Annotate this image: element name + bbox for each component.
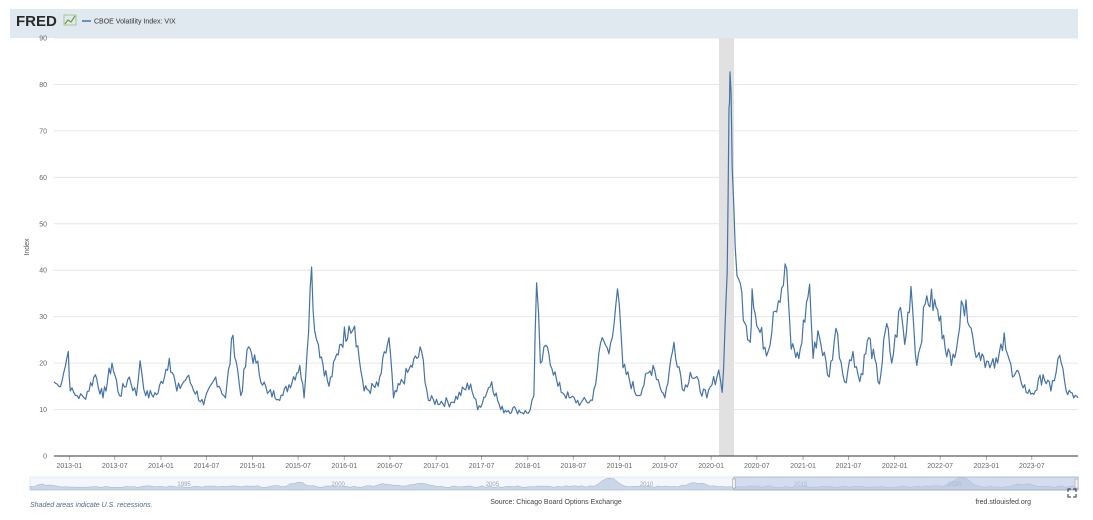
navigator-window[interactable] bbox=[733, 476, 1079, 491]
x-tick-label: 2018-01 bbox=[515, 463, 541, 470]
x-tick-label: 2015-01 bbox=[240, 463, 266, 470]
y-tick-label: 20 bbox=[39, 361, 47, 368]
x-tick-label: 2022-01 bbox=[882, 463, 908, 470]
navigator-handle-right[interactable] bbox=[1074, 478, 1079, 489]
x-tick-label: 2018-07 bbox=[560, 463, 586, 470]
x-tick-label: 2016-01 bbox=[331, 463, 357, 470]
y-axis-title: Index bbox=[24, 238, 31, 256]
x-tick-label: 2017-01 bbox=[423, 463, 449, 470]
navigator-year-label: 2010 bbox=[640, 482, 654, 488]
recession-note: Shaded areas indicate U.S. recessions. bbox=[30, 502, 153, 509]
time-navigator[interactable]: 199520002005201020152020 bbox=[29, 476, 1079, 491]
x-tick-label: 2017-07 bbox=[469, 463, 495, 470]
y-tick-label: 10 bbox=[39, 407, 47, 414]
x-tick-label: 2020-07 bbox=[744, 463, 770, 470]
y-tick-label: 50 bbox=[39, 221, 47, 228]
navigator-handle-left[interactable] bbox=[732, 478, 736, 489]
plot-area bbox=[54, 38, 1078, 456]
gridlines bbox=[54, 37, 1078, 411]
source-credit[interactable]: Source: Chicago Board Options Exchange bbox=[490, 499, 622, 506]
header-band bbox=[10, 9, 1078, 38]
y-tick-label: 40 bbox=[39, 268, 47, 275]
navigator-year-label: 1995 bbox=[177, 482, 191, 488]
navigator-year-label: 2005 bbox=[486, 482, 500, 488]
x-axis: 2013-01 2013-07 2014-01 2014-07 2015-01 2015-… bbox=[56, 456, 1045, 470]
x-tick-label: 2019-01 bbox=[607, 463, 633, 470]
x-tick-label: 2023-01 bbox=[973, 463, 999, 470]
y-axis: 0 10 20 30 40 50 60 70 80 90 bbox=[39, 36, 47, 461]
legend-label[interactable]: CBOE Volatility Index: VIX bbox=[94, 19, 176, 26]
y-tick-label: 90 bbox=[39, 36, 47, 43]
recession-band bbox=[718, 38, 734, 456]
y-tick-label: 60 bbox=[39, 175, 47, 182]
x-tick-label: 2020-01 bbox=[698, 463, 724, 470]
x-tick-label: 2015-07 bbox=[285, 463, 311, 470]
recession-bands bbox=[718, 38, 734, 456]
x-tick-label: 2021-07 bbox=[836, 463, 862, 470]
y-tick-label: 70 bbox=[39, 128, 47, 135]
x-tick-label: 2013-07 bbox=[102, 463, 128, 470]
y-tick-label: 0 bbox=[43, 454, 47, 461]
x-tick-label: 2014-01 bbox=[148, 463, 174, 470]
navigator-year-label: 2000 bbox=[332, 482, 346, 488]
y-tick-label: 30 bbox=[39, 314, 47, 321]
site-credit[interactable]: fred.stlouisfed.org bbox=[975, 499, 1031, 506]
fred-logo[interactable]: FRED bbox=[16, 13, 57, 30]
x-tick-label: 2022-07 bbox=[927, 463, 953, 470]
x-tick-label: 2016-07 bbox=[377, 463, 403, 470]
x-tick-label: 2021-01 bbox=[790, 463, 816, 470]
x-tick-label: 2019-07 bbox=[652, 463, 678, 470]
x-tick-label: 2013-01 bbox=[56, 463, 82, 470]
x-tick-label: 2014-07 bbox=[194, 463, 220, 470]
fred-chart-line-icon bbox=[63, 14, 77, 26]
series-line-vix[interactable] bbox=[53, 71, 1079, 415]
y-tick-label: 80 bbox=[39, 82, 47, 89]
fullscreen-expand-icon[interactable] bbox=[1067, 488, 1077, 498]
x-tick-label: 2023-07 bbox=[1019, 463, 1045, 470]
